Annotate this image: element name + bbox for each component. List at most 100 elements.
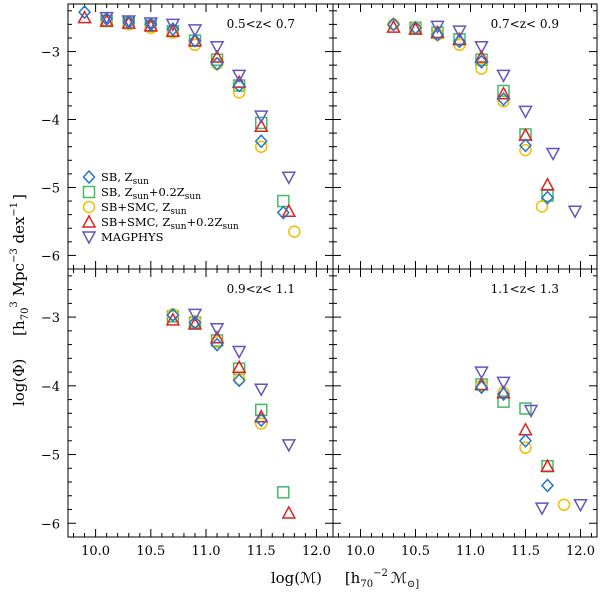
panel-redshift-label: 0.7<z< 0.9	[491, 17, 559, 31]
data-point-magphys	[430, 20, 445, 34]
data-point-sbsmc_zsun02	[231, 74, 247, 88]
x-axis-title-unit-sup: −2	[373, 568, 388, 579]
data-point-sb_zsun	[122, 15, 136, 30]
data-point-sb_zsun	[540, 190, 555, 205]
x-tick-label: 11.5	[511, 544, 540, 559]
data-point-sb_zsun02	[519, 402, 532, 415]
data-point-sb_zsun	[496, 92, 511, 107]
data-point-sb_zsun	[496, 386, 511, 402]
x-tick-label: 11.0	[456, 544, 485, 559]
data-point-sbsmc_zsun	[254, 140, 268, 153]
y-axis-title-unit-sub: 70	[20, 308, 31, 321]
data-point-magphys	[545, 147, 561, 162]
data-point-magphys	[523, 404, 539, 419]
data-point-sbsmc_zsun	[497, 94, 510, 108]
data-point-sb_zsun02	[497, 395, 510, 408]
y-axis-title-unit-sup2: −3	[9, 248, 20, 263]
data-point-sb_zsun02	[254, 403, 268, 417]
data-point-magphys	[187, 308, 203, 322]
data-point-magphys	[518, 105, 533, 119]
data-point-magphys	[534, 502, 550, 516]
data-point-sbsmc_zsun02	[209, 49, 225, 63]
data-point-sb_zsun	[474, 380, 489, 395]
data-point-sb_zsun	[540, 478, 555, 493]
legend-marker-magphys	[81, 231, 97, 245]
y-tick-label: −5	[41, 449, 60, 464]
data-point-magphys	[209, 41, 225, 55]
data-point-sbsmc_zsun02	[165, 312, 181, 326]
data-point-sb_zsun	[254, 134, 268, 149]
data-point-sbsmc_zsun	[519, 143, 532, 157]
data-point-sb_zsun	[188, 315, 202, 330]
y-axis-title-main: log(Φ)	[10, 359, 28, 406]
x-tick-label: 10.5	[401, 544, 430, 559]
data-point-sb_zsun	[474, 54, 489, 69]
y-axis-title-unit-close: ]	[10, 194, 28, 200]
x-axis-title-unit-symbol: ℳ	[391, 569, 407, 587]
data-point-magphys	[165, 18, 181, 32]
data-point-magphys	[452, 25, 467, 39]
data-point-sbsmc_zsun02	[496, 86, 511, 100]
data-point-sbsmc_zsun	[475, 62, 488, 75]
data-point-sbsmc_zsun02	[540, 177, 555, 191]
data-point-magphys	[281, 439, 297, 453]
data-point-sb_zsun	[166, 22, 180, 37]
data-point-magphys	[253, 110, 269, 124]
data-point-sbsmc_zsun	[557, 498, 571, 511]
y-tick-label: −5	[41, 181, 60, 196]
y-tick-label: −6	[41, 249, 60, 264]
data-point-sb_zsun02	[277, 194, 290, 208]
data-point-sbsmc_zsun	[210, 57, 224, 71]
data-point-magphys	[187, 24, 203, 38]
data-point-sb_zsun	[430, 27, 445, 42]
x-tick-label: 12.0	[302, 544, 331, 559]
data-point-sb_zsun	[210, 337, 224, 352]
data-point-sbsmc_zsun	[519, 441, 532, 454]
data-point-magphys	[567, 205, 583, 219]
data-point-sbsmc_zsun02	[231, 359, 247, 374]
data-point-sb_zsun	[386, 17, 401, 32]
data-point-sb_zsun	[100, 11, 114, 27]
data-point-sbsmc_zsun02	[518, 422, 533, 436]
panel-2: 0.7<z< 0.9	[332, 3, 598, 270]
data-point-sb_zsun	[232, 373, 246, 388]
panel-frame	[332, 268, 598, 538]
x-axis-title: log(ℳ) [h70−2 ℳ⊙]	[271, 568, 419, 590]
panels-group: −3 −4 −5 −6 0.5<z< 0.7 0.7<z< 0.9 10.0 10.5 11.0…	[41, 3, 598, 559]
legend-label-sbsmc_zsun02: SB+SMC, Zsun+0.2Zsun	[101, 215, 239, 232]
panel-redshift-label: 0.9<z< 1.1	[227, 282, 295, 296]
legend-label-sb_zsun: SB, Zsun	[101, 170, 149, 187]
y-axis-title-unit-dex: dex	[10, 216, 28, 248]
y-axis-title-unit-open: [h	[10, 320, 28, 336]
data-point-sbsmc_zsun02	[474, 49, 489, 63]
y-tick-label: −3	[41, 311, 60, 326]
y-axis-title-unit-sup3: −1	[9, 202, 20, 217]
data-point-sbsmc_zsun	[288, 225, 301, 238]
data-point-sbsmc_zsun02	[253, 118, 269, 133]
data-point-magphys	[573, 498, 588, 513]
x-axis-title-unit-close: ⊙]	[407, 579, 419, 590]
x-tick-label: 10.0	[346, 544, 375, 559]
x-tick-label: 10.0	[81, 544, 110, 559]
y-tick-label: −3	[41, 46, 60, 61]
x-tick-label: 11.5	[247, 544, 276, 559]
legend-label-magphys: MAGPHYS	[101, 230, 164, 244]
x-axis-title-unit-open: [h	[345, 569, 361, 587]
data-point-sbsmc_zsun02	[77, 10, 92, 24]
legend-marker-sb_zsun	[82, 169, 96, 185]
data-point-sb_zsun	[518, 433, 533, 448]
y-axis-title-unit-mid: Mpc	[10, 263, 28, 301]
data-point-sbsmc_zsun02	[540, 458, 555, 472]
data-point-sbsmc_zsun	[122, 18, 135, 31]
data-point-magphys	[231, 69, 247, 83]
data-point-sb_zsun	[210, 56, 224, 71]
panel-redshift-label: 0.5<z< 0.7	[227, 17, 295, 31]
data-point-sb_zsun	[166, 307, 180, 323]
x-axis-title-unit-sub: 70	[360, 579, 373, 590]
data-point-magphys	[209, 323, 225, 337]
data-point-sbsmc_zsun	[254, 417, 268, 430]
legend-label-sb_zsun02: SB, Zsun+0.2Zsun	[101, 185, 201, 202]
data-point-sbsmc_zsun02	[281, 203, 297, 217]
x-tick-label: 10.5	[136, 544, 165, 559]
